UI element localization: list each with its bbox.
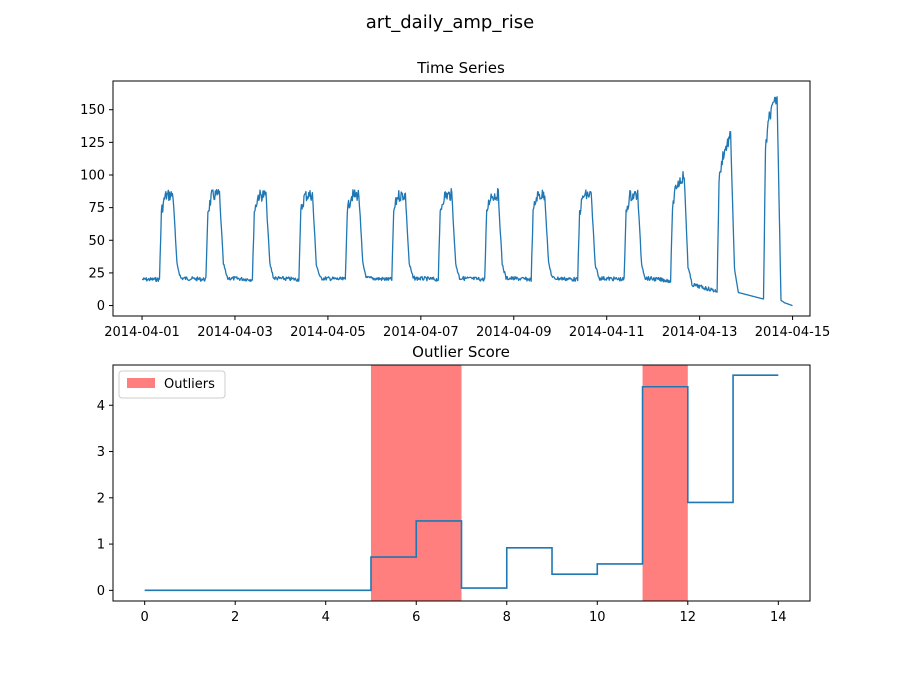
y-tick-label: 25 (88, 266, 105, 281)
y-tick-label: 1 (97, 538, 105, 553)
x-tick-label: 2014-04-01 (104, 325, 180, 340)
legend-box (118, 370, 226, 399)
x-tick-label: 2014-04-03 (197, 325, 273, 340)
y-tick-label: 50 (88, 234, 105, 249)
time-series-title: Time Series (416, 59, 505, 77)
legend-label-outliers: Outliers (164, 377, 215, 392)
x-tick-label: 14 (770, 610, 787, 625)
x-tick-label: 2 (231, 610, 239, 625)
x-tick-label: 4 (322, 610, 330, 625)
legend-swatch-outliers (127, 378, 155, 388)
outlier-score-title: Outlier Score (412, 343, 510, 361)
y-tick-label: 2 (97, 491, 105, 506)
outliers-legend: Outliers (118, 370, 226, 399)
x-tick-label: 2014-04-05 (290, 325, 366, 340)
time-series-axes: 2014-04-01 2014-04-03 2014-04-05 2014-04-07… (80, 103, 830, 340)
figure-suptitle: art_daily_amp_rise (366, 12, 534, 33)
x-tick-label: 2014-04-15 (755, 325, 831, 340)
x-tick-label: 6 (412, 610, 420, 625)
x-tick-label: 2014-04-13 (662, 325, 738, 340)
x-tick-label: 2014-04-07 (383, 325, 459, 340)
outlier-span (370, 365, 462, 601)
y-tick-label: 125 (80, 136, 105, 151)
y-tick-label: 0 (97, 299, 105, 314)
y-tick-label: 4 (97, 399, 105, 414)
x-tick-label: 12 (680, 610, 697, 625)
x-tick-label: 10 (589, 610, 606, 625)
x-tick-label: 2014-04-11 (569, 325, 645, 340)
time-series-frame (112, 80, 811, 317)
time-series-panel: Time Series 2014-04-01 2014-04-03 2014-04-… (80, 59, 830, 340)
y-tick-label: 100 (80, 169, 105, 184)
time-series-marks (141, 96, 793, 307)
y-tick-label: 150 (80, 103, 105, 118)
y-tick-label: 75 (88, 201, 105, 216)
outlier-span (642, 365, 688, 601)
outlier-score-marks (144, 365, 779, 601)
x-tick-label: 0 (141, 610, 149, 625)
outlier-score-frame (112, 364, 811, 602)
x-tick-label: 2014-04-09 (476, 325, 552, 340)
time-series-line (141, 96, 793, 307)
outlier-score-step-line (144, 374, 779, 592)
x-tick-label: 8 (503, 610, 511, 625)
y-tick-label: 3 (97, 445, 105, 460)
y-tick-label: 0 (97, 584, 105, 599)
